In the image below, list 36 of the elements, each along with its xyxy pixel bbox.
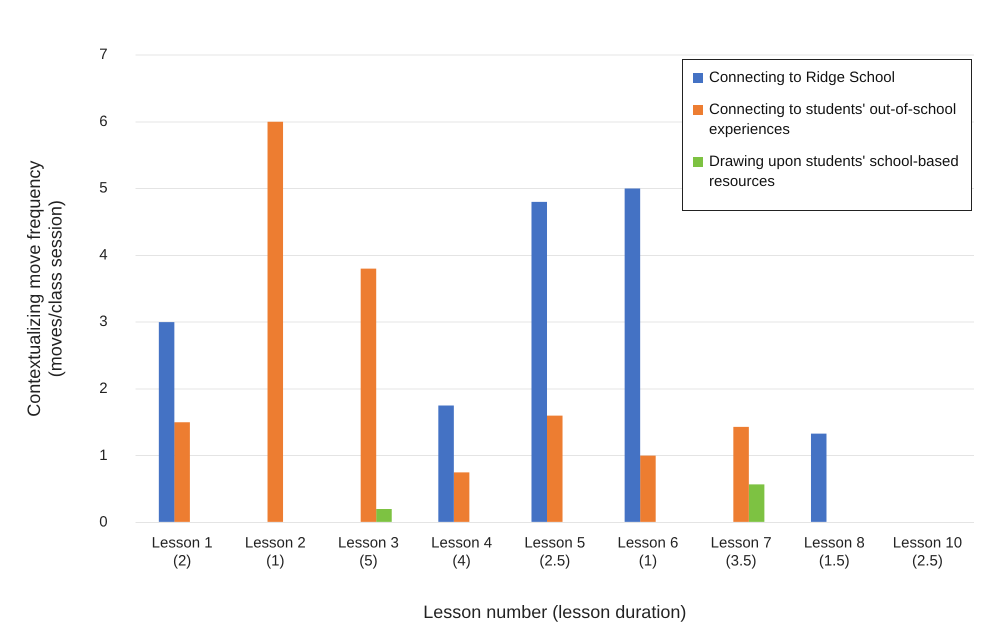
bar	[438, 406, 454, 522]
legend-label: Drawing upon students' school-based resources	[709, 152, 960, 192]
bar	[748, 484, 764, 522]
x-tick-label: Lesson 5 (2.5)	[524, 534, 586, 570]
bar	[158, 322, 174, 522]
y-tick-label: 6	[99, 112, 108, 130]
y-tick-label: 5	[99, 180, 108, 197]
x-tick-label: Lesson 10 (2.5)	[892, 534, 962, 570]
y-tick-label: 4	[99, 246, 108, 264]
bar	[733, 426, 749, 522]
bar	[268, 122, 284, 522]
x-tick-label: Lesson 6 (1)	[617, 534, 678, 570]
x-tick-label: Lesson 4 (4)	[431, 534, 492, 570]
y-tick-label: 7	[99, 46, 108, 64]
bar	[376, 509, 392, 522]
y-tick-label: 3	[99, 313, 108, 330]
x-tick-label: Lesson 2 (1)	[244, 534, 306, 570]
x-tick-label: Lesson 7 (3.5)	[710, 534, 772, 570]
y-tick-label: 1	[99, 446, 108, 464]
bar	[360, 268, 376, 522]
x-tick-label: Lesson 1 (2)	[152, 534, 213, 570]
y-tick-label: 0	[99, 514, 108, 531]
bar	[531, 202, 548, 522]
x-tick-label: Lesson 3 (5)	[338, 534, 399, 570]
bar	[810, 434, 826, 522]
x-axis-title: Lesson number (lesson duration)	[423, 602, 686, 622]
bar	[547, 416, 563, 522]
legend-label: Connecting to Ridge School	[709, 68, 895, 88]
legend-label: Connecting to students' out-of-school experiences	[709, 100, 958, 140]
y-axis-title: Contextualizing move frequency (moves/class session)	[24, 160, 66, 417]
bar	[640, 456, 656, 522]
bar	[454, 472, 470, 522]
y-tick-label: 2	[99, 380, 108, 397]
x-tick-label: Lesson 8 (1.5)	[804, 534, 865, 570]
bar	[624, 188, 640, 522]
bar	[174, 422, 190, 522]
